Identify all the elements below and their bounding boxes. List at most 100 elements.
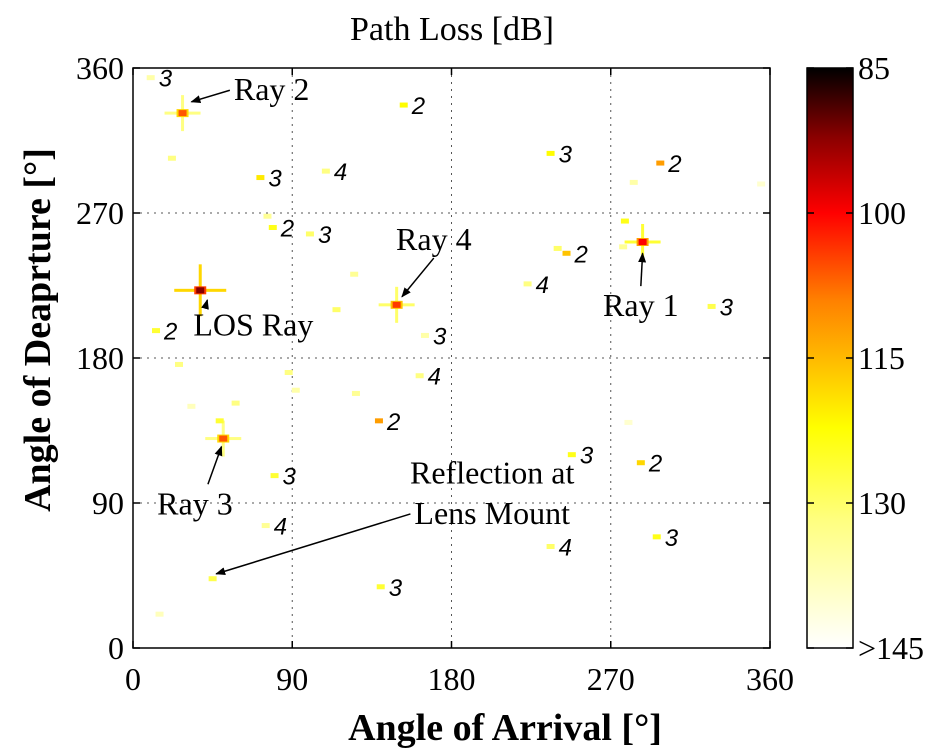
y-axis-ticks: 0 90 180 270 360: [76, 50, 770, 666]
data-point: [215, 418, 224, 424]
data-point: [305, 231, 314, 237]
data-point: [261, 523, 270, 529]
x-tick-label: 90: [276, 661, 308, 697]
data-point: [629, 179, 638, 185]
reflection-order-label: 4: [274, 514, 287, 541]
data-point: [378, 286, 415, 323]
x-tick-label: 270: [587, 661, 635, 697]
data-point: [652, 534, 661, 540]
data-point: [656, 160, 665, 166]
reflection-order-label: 3: [720, 294, 734, 321]
data-point: [620, 218, 629, 224]
reflection-order-label: 3: [159, 66, 173, 93]
reflection-order-label: 4: [536, 272, 549, 299]
colorbar-tick-label: 115: [858, 340, 905, 376]
x-axis-label: Angle of Arrival [°]: [348, 707, 662, 749]
reflection-order-label: 2: [163, 319, 177, 346]
data-point: [619, 244, 628, 250]
reflection-order-label: 4: [428, 364, 441, 391]
data-point: [152, 328, 161, 334]
data-point: [636, 460, 645, 466]
reflection-order-label: 3: [318, 222, 332, 249]
data-point: [562, 250, 571, 256]
data-point: [415, 373, 424, 379]
reflection-order-label: 3: [559, 141, 573, 168]
data-point: [208, 576, 217, 582]
x-tick-label: 0: [125, 661, 141, 697]
reflection-order-label: 3: [580, 443, 594, 470]
data-point: [268, 225, 277, 230]
data-point: [376, 584, 385, 590]
annotation-arrow: [215, 513, 411, 576]
data-point: [284, 370, 293, 375]
data-point: [164, 95, 201, 132]
chart-title: Path Loss [dB]: [350, 11, 554, 48]
ray-annotation: LOS Ray: [193, 306, 313, 342]
ray-annotation: Ray 3: [157, 485, 233, 521]
data-point: [256, 175, 265, 181]
reflection-order-label: 3: [268, 166, 282, 193]
ray-annotation: Ray 4: [396, 221, 472, 257]
reflection-order-label: 2: [411, 93, 425, 120]
ray-annotation: Lens Mount: [414, 495, 570, 531]
data-point: [332, 307, 341, 313]
colorbar-tick-label: >145: [858, 630, 924, 666]
data-point: [321, 168, 330, 174]
annotation-arrow: [207, 445, 223, 485]
ray-annotation: Reflection at: [410, 455, 574, 491]
annotation-arrow: [401, 257, 435, 298]
y-tick-label: 90: [92, 485, 124, 521]
y-tick-label: 180: [76, 340, 124, 376]
data-point: [553, 245, 562, 251]
reflection-order-label: 3: [665, 525, 679, 552]
data-point: [146, 75, 155, 81]
ray-annotation: Ray 1: [603, 287, 679, 323]
annotation-arrows: [190, 89, 647, 576]
data-point: [174, 264, 227, 317]
x-tick-label: 360: [746, 661, 794, 697]
y-tick-label: 0: [108, 630, 124, 666]
reflection-order-label: 2: [386, 409, 400, 436]
data-point: [624, 224, 661, 260]
reflection-order-label: 2: [667, 151, 681, 178]
x-axis-ticks: 0 90 180 270 360: [125, 68, 794, 697]
data-point: [546, 544, 555, 549]
colorbar-tick-label: 130: [858, 485, 906, 521]
data-point: [567, 452, 576, 458]
ray-annotations: Ray 2 Ray 4 Ray 1 LOS Ray Ray 3 Reflection at…: [157, 71, 678, 531]
data-point: [187, 403, 196, 409]
grid-lines: [133, 68, 770, 648]
data-point: [291, 387, 300, 393]
data-point: [523, 281, 532, 287]
data-point: [167, 155, 176, 161]
data-point: [175, 361, 184, 367]
colorbar-tick-label: 100: [858, 195, 906, 231]
y-tick-label: 270: [76, 195, 124, 231]
ray-annotation: Ray 2: [234, 71, 310, 107]
data-point: [374, 418, 383, 424]
data-point: [707, 303, 716, 309]
annotation-arrow: [190, 89, 231, 104]
reflection-order-label: 2: [280, 216, 294, 243]
reflection-order-label: 2: [648, 451, 662, 478]
data-point: [399, 102, 408, 108]
data-point: [546, 150, 555, 156]
reflection-order-label: 3: [433, 323, 447, 350]
reflection-order-label: 3: [389, 575, 403, 602]
data-point: [155, 611, 164, 617]
data-points: [146, 75, 766, 617]
annotation-arrow: [201, 299, 209, 310]
data-point: [757, 181, 766, 187]
colorbar-ticks: 85 100 115 130 >145: [807, 50, 924, 666]
data-point: [351, 390, 360, 396]
data-point: [420, 332, 429, 338]
reflection-order-label: 2: [574, 241, 588, 268]
reflection-order-label: 4: [334, 159, 347, 186]
data-point: [624, 419, 633, 425]
y-tick-label: 360: [76, 50, 124, 86]
annotation-arrow: [638, 252, 647, 287]
data-point: [205, 420, 242, 457]
reflection-order-label: 4: [559, 535, 572, 562]
